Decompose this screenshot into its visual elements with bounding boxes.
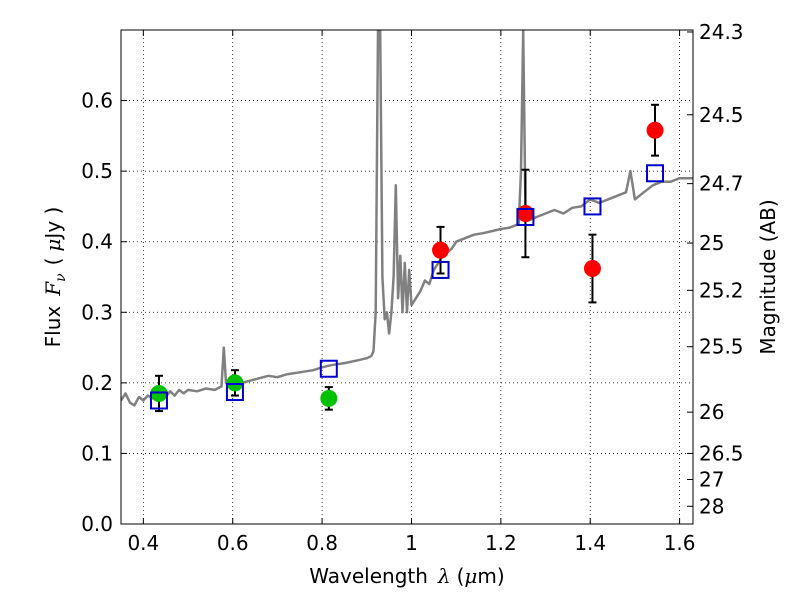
spectrum-line	[121, 30, 693, 407]
model-point	[149, 391, 168, 410]
y-tick-label: 0.6	[81, 89, 113, 113]
data-point	[226, 374, 244, 392]
y-tick-label: 0.5	[81, 159, 113, 183]
plot-series	[121, 30, 693, 407]
model-point	[225, 383, 244, 402]
model-point	[516, 208, 535, 227]
y2-tick-label: 24.7	[699, 172, 744, 196]
model-point	[583, 197, 602, 216]
y-tick-label: 0.0	[81, 512, 113, 536]
y2-tick-label: 24.5	[699, 103, 744, 127]
y2-axis-label: Magnitude (AB)	[756, 199, 780, 354]
x-tick-label: 1.4	[574, 531, 606, 555]
x-tick-label: 0.8	[306, 531, 338, 555]
x-tick-label: 1.2	[485, 531, 517, 555]
plot-frame	[120, 29, 694, 525]
x-tick-label: 0.4	[127, 531, 159, 555]
model-point	[646, 164, 665, 183]
model-point	[319, 359, 338, 378]
y-tick-label: 0.1	[81, 441, 113, 465]
y2-tick-label: 26	[699, 400, 724, 424]
x-tick-label: 1.6	[664, 531, 696, 555]
model-point	[431, 260, 450, 279]
y2-tick-label: 25	[699, 231, 724, 255]
plot-markers	[149, 103, 665, 413]
y-tick-label: 0.3	[81, 300, 113, 324]
y-axis-label: FluxFν(μJy )	[41, 207, 69, 348]
data-point	[320, 389, 338, 407]
data-point	[583, 260, 601, 278]
y2-tick-label: 27	[699, 467, 724, 491]
y2-tick-label: 28	[699, 494, 724, 518]
data-point	[516, 204, 534, 222]
y-tick-label: 0.4	[81, 230, 113, 254]
ticks: 0.4 0.6 0.8 1 1.2 1.4 1.6 0.0 0.1 0.2 0.3 0.4 0.5 0.6…	[81, 20, 743, 555]
x-tick-label: 0.6	[217, 531, 249, 555]
data-point	[432, 241, 450, 259]
y2-tick-label: 26.5	[699, 441, 744, 465]
y2-tick-label: 24.3	[699, 20, 744, 44]
x-tick-label: 1	[405, 531, 418, 555]
y-tick-label: 0.2	[81, 371, 113, 395]
y2-tick-label: 25.2	[699, 278, 744, 302]
data-point	[646, 121, 664, 139]
y2-tick-label: 25.5	[699, 335, 744, 359]
x-axis-label: Wavelength λ (μm)	[309, 564, 504, 588]
